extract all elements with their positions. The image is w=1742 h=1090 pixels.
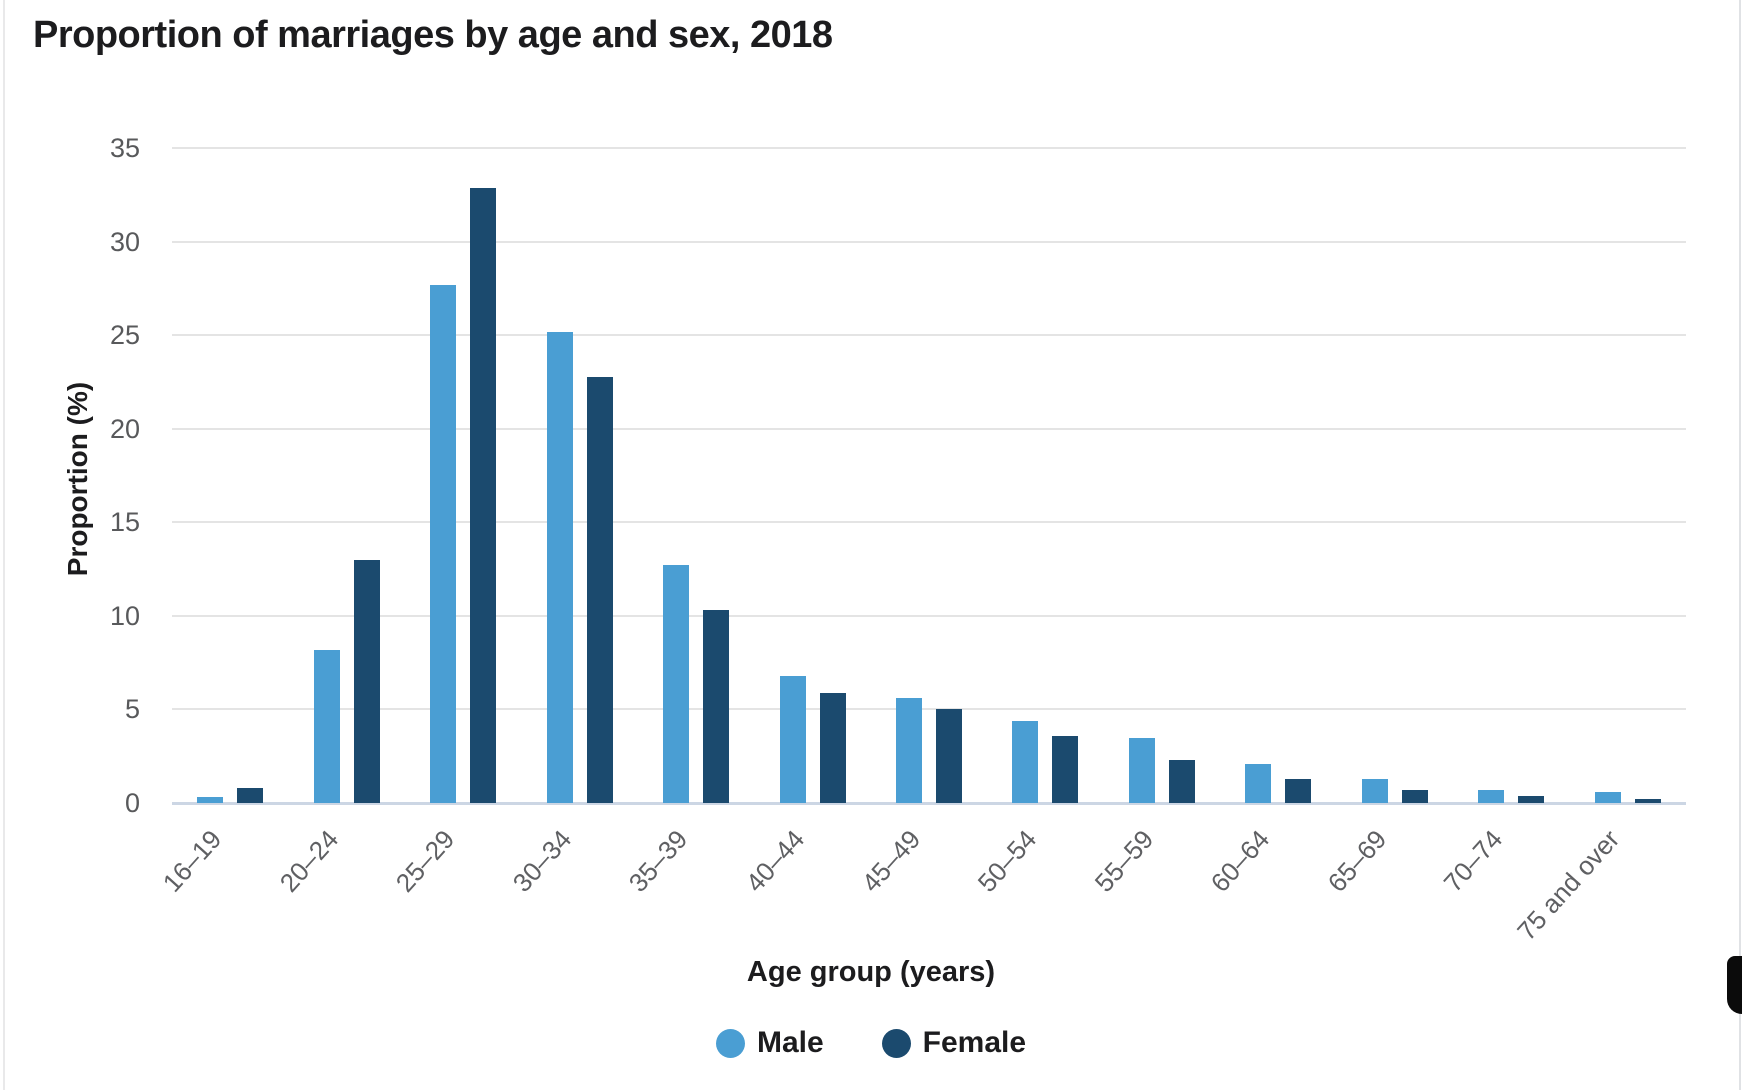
legend-swatch-female-icon [881, 1028, 911, 1058]
ytick-label-25: 25 [109, 320, 140, 351]
ytick-label-15: 15 [109, 507, 140, 538]
gridline-y-30 [172, 240, 1686, 243]
bar-male-30-34[interactable] [546, 331, 573, 803]
bar-male-25-29[interactable] [430, 284, 457, 803]
gridline-y-10 [172, 614, 1686, 617]
bar-female-75-and-over[interactable] [1634, 799, 1661, 803]
bar-male-50-54[interactable] [1012, 720, 1039, 803]
legend-item-male[interactable]: Male [715, 1026, 824, 1060]
bar-male-60-64[interactable] [1245, 763, 1272, 803]
gridline-y-35 [172, 147, 1686, 150]
bar-male-55-59[interactable] [1128, 737, 1155, 803]
ytick-label-10: 10 [109, 600, 140, 631]
bar-male-70-74[interactable] [1478, 789, 1505, 803]
legend-swatch-male-icon [715, 1028, 745, 1058]
bar-female-25-29[interactable] [470, 187, 497, 803]
gridline-y-15 [172, 521, 1686, 524]
card-right-border [1739, 0, 1741, 1090]
bar-female-35-39[interactable] [703, 610, 730, 803]
card-left-border [3, 0, 5, 1090]
x-axis-baseline [172, 802, 1686, 805]
ytick-label-35: 35 [109, 133, 140, 164]
chart-title: Proportion of marriages by age and sex, … [33, 14, 833, 56]
legend-item-female[interactable]: Female [881, 1026, 1027, 1060]
bar-male-65-69[interactable] [1361, 778, 1388, 803]
ytick-label-30: 30 [109, 226, 140, 257]
y-axis-title: Proportion (%) [62, 381, 93, 577]
legend: Male Female [0, 1026, 1742, 1060]
bar-male-35-39[interactable] [663, 565, 690, 803]
bar-female-60-64[interactable] [1285, 778, 1312, 803]
legend-label-male: Male [756, 1026, 824, 1059]
gridline-y-25 [172, 334, 1686, 337]
gridline-y-20 [172, 427, 1686, 430]
bar-female-45-49[interactable] [936, 709, 962, 803]
bar-female-55-59[interactable] [1168, 759, 1195, 803]
bar-male-20-24[interactable] [313, 649, 340, 803]
bar-female-20-24[interactable] [353, 559, 380, 803]
x-axis-title: Age group (years) [746, 956, 996, 988]
ytick-label-5: 5 [124, 694, 140, 725]
bar-female-30-34[interactable] [586, 376, 613, 803]
ytick-label-20: 20 [109, 413, 140, 444]
bar-male-16-19[interactable] [197, 797, 224, 803]
bar-female-40-44[interactable] [819, 692, 846, 803]
bar-female-70-74[interactable] [1518, 795, 1545, 803]
bar-female-16-19[interactable] [237, 788, 264, 803]
ytick-label-0: 0 [124, 788, 140, 818]
bar-female-65-69[interactable] [1401, 789, 1428, 803]
legend-label-female: Female [922, 1026, 1027, 1059]
bar-male-45-49[interactable] [896, 698, 922, 803]
gridline-y-5 [172, 708, 1686, 711]
bar-male-75-and-over[interactable] [1594, 791, 1621, 803]
floating-widget-corner [1727, 956, 1742, 1014]
bar-male-40-44[interactable] [779, 675, 806, 803]
bar-female-50-54[interactable] [1052, 735, 1079, 803]
